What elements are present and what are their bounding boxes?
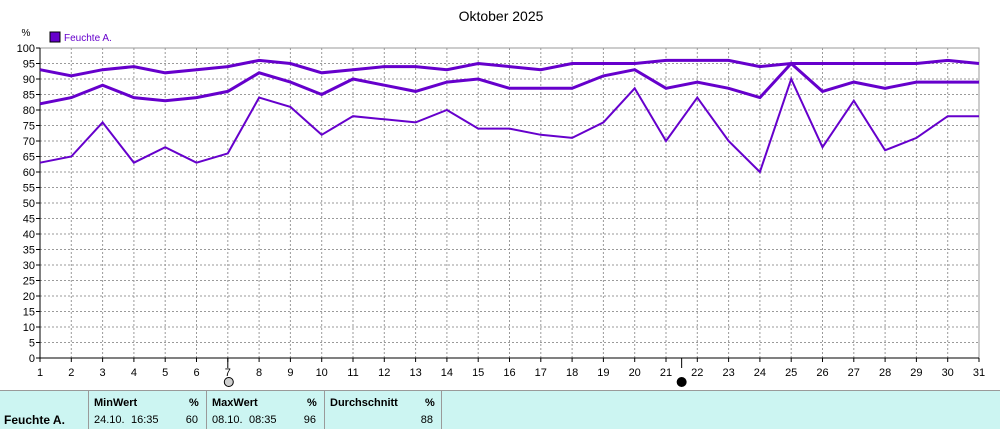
x-tick-label: 12: [378, 367, 390, 379]
x-tick-label: 14: [441, 367, 453, 379]
chart-title: Oktober 2025: [459, 8, 544, 24]
x-tick-label: 23: [722, 367, 734, 379]
series-group: [39, 58, 980, 174]
x-tick-label: 29: [910, 367, 922, 379]
y-tick-label: 95: [23, 59, 35, 71]
x-tick-label: 5: [162, 367, 168, 379]
x-tick-label: 16: [503, 367, 515, 379]
x-tick-label: 31: [973, 367, 985, 379]
x-tick-label: 30: [942, 367, 954, 379]
y-tick-label: 5: [29, 338, 35, 350]
axes: 0510152025303540455055606570758085909510…: [17, 43, 985, 379]
y-tick-label: 10: [23, 322, 35, 334]
x-tick-label: 17: [535, 367, 547, 379]
x-tick-label: 24: [754, 367, 766, 379]
y-tick-label: 25: [23, 276, 35, 288]
y-tick-label: 75: [23, 121, 35, 133]
y-tick-label: 45: [23, 214, 35, 226]
max-time: 08:35: [249, 414, 277, 426]
x-tick-label: 7: [225, 367, 231, 379]
y-tick-label: 0: [29, 353, 35, 365]
y-tick-label: 100: [17, 43, 35, 55]
stats-min-cell: MinWert % 24.10. 16:35 60: [89, 391, 207, 429]
stats-max-cell: MaxWert % 08.10. 08:35 96: [207, 391, 325, 429]
x-tick-label: 2: [68, 367, 74, 379]
y-tick-label: 55: [23, 183, 35, 195]
grid: [39, 47, 980, 359]
max-date: 08.10.: [212, 414, 243, 426]
y-tick-label: 35: [23, 245, 35, 257]
marker-group: [223, 358, 687, 387]
y-tick-label: 65: [23, 152, 35, 164]
stats-row-label: Feuchte A.: [4, 413, 65, 427]
x-tick-label: 18: [566, 367, 578, 379]
max-unit: %: [307, 397, 317, 409]
stats-avg-cell: Durchschnitt % 88: [325, 391, 442, 429]
open-circle-marker-icon: [223, 377, 234, 387]
y-tick-label: 40: [23, 229, 35, 241]
y-tick-label: 80: [23, 105, 35, 117]
y-tick-label: 85: [23, 90, 35, 102]
x-tick-label: 19: [597, 367, 609, 379]
avg-unit: %: [425, 397, 435, 409]
legend-label: Feuchte A.: [64, 33, 112, 44]
y-axis-unit: %: [22, 28, 31, 39]
x-tick-label: 15: [472, 367, 484, 379]
x-tick-label: 8: [256, 367, 262, 379]
legend-swatch-icon: [49, 31, 61, 43]
x-tick-label: 28: [879, 367, 891, 379]
avg-value: 88: [420, 414, 433, 426]
series-line-max: [39, 58, 980, 78]
x-tick-label: 6: [193, 367, 199, 379]
x-tick-label: 20: [629, 367, 641, 379]
x-tick-label: 9: [287, 367, 293, 379]
y-tick-label: 15: [23, 307, 35, 319]
y-tick-label: 30: [23, 260, 35, 272]
x-tick-label: 27: [848, 367, 860, 379]
min-header: MinWert: [94, 397, 138, 409]
max-header: MaxWert: [212, 397, 258, 409]
x-tick-label: 25: [785, 367, 797, 379]
x-tick-label: 1: [37, 367, 43, 379]
x-tick-label: 26: [816, 367, 828, 379]
x-tick-label: 3: [100, 367, 106, 379]
min-time: 16:35: [131, 414, 159, 426]
x-tick-label: 22: [691, 367, 703, 379]
x-tick-label: 11: [347, 367, 358, 379]
y-tick-label: 90: [23, 74, 35, 86]
max-value: 96: [303, 414, 316, 426]
humidity-chart: Oktober 2025 % Feuchte A. 05101520253035…: [17, 8, 985, 387]
min-date: 24.10.: [94, 414, 125, 426]
min-unit: %: [189, 397, 199, 409]
series-line-avg: [39, 61, 979, 106]
x-tick-label: 13: [409, 367, 421, 379]
y-tick-label: 50: [23, 198, 35, 210]
filled-circle-marker-icon: [676, 377, 687, 387]
y-tick-label: 60: [23, 167, 35, 179]
x-tick-label: 4: [131, 367, 137, 379]
series-line-min: [39, 76, 979, 174]
x-tick-label: 10: [316, 367, 328, 379]
stats-label-cell: Feuchte A.: [0, 391, 89, 429]
min-value: 60: [185, 414, 198, 426]
avg-header: Durchschnitt: [330, 397, 398, 409]
y-tick-label: 70: [23, 136, 35, 148]
x-tick-label: 21: [660, 367, 672, 379]
y-tick-label: 20: [23, 291, 35, 303]
stats-panel: Feuchte A. MinWert % 24.10. 16:35 60 Max…: [0, 390, 1000, 429]
